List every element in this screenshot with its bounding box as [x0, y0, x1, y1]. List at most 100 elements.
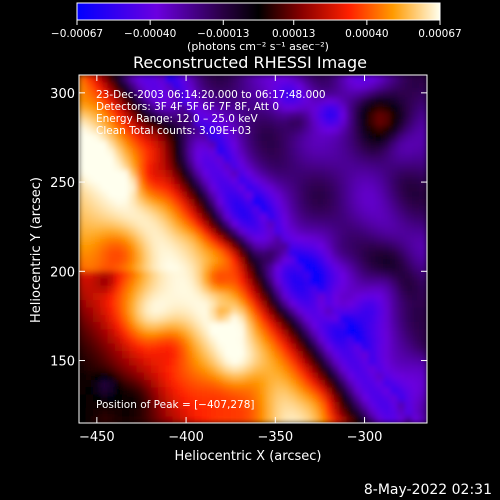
heatmap-cell — [419, 335, 427, 344]
heatmap-cell — [354, 248, 363, 257]
heatmap-cell — [93, 299, 102, 308]
heatmap-cell — [404, 197, 413, 206]
heatmap-cell — [216, 212, 225, 221]
heatmap-cell — [85, 400, 94, 409]
heatmap-cell — [252, 154, 261, 163]
heatmap-cell — [93, 313, 102, 322]
heatmap-cell — [143, 292, 152, 301]
heatmap-cell — [361, 364, 370, 373]
heatmap-cell — [354, 89, 363, 98]
heatmap-cell — [325, 328, 334, 337]
heatmap-cell — [252, 393, 261, 402]
heatmap-cell — [281, 364, 290, 373]
heatmap-cell — [114, 147, 123, 156]
heatmap-cell — [201, 96, 210, 105]
heatmap-cell — [412, 393, 421, 402]
heatmap-cell — [252, 132, 261, 141]
heatmap-cell — [230, 277, 239, 286]
heatmap-cell — [412, 248, 421, 257]
heatmap-cell — [288, 284, 297, 293]
heatmap-cell — [180, 371, 189, 380]
heatmap-cell — [252, 103, 261, 112]
heatmap-cell — [85, 197, 94, 206]
heatmap-cell — [187, 371, 196, 380]
heatmap-cell — [223, 364, 232, 373]
heatmap-cell — [143, 161, 152, 170]
heatmap-cell — [274, 96, 283, 105]
heatmap-cell — [354, 226, 363, 235]
heatmap-cell — [412, 350, 421, 359]
heatmap-cell — [129, 313, 138, 322]
heatmap-cell — [303, 393, 312, 402]
heatmap-cell — [412, 255, 421, 264]
heatmap-cell — [397, 255, 406, 264]
heatmap-cell — [397, 125, 406, 134]
heatmap-cell — [194, 241, 203, 250]
heatmap-cell — [419, 197, 427, 206]
heatmap-cell — [172, 190, 181, 199]
heatmap-cell — [317, 190, 326, 199]
heatmap-cell — [274, 328, 283, 337]
heatmap-cell — [303, 350, 312, 359]
heatmap-cell — [375, 226, 384, 235]
heatmap-cell — [143, 263, 152, 272]
heatmap-cell — [281, 263, 290, 272]
heatmap-cell — [230, 270, 239, 279]
heatmap-cell — [404, 89, 413, 98]
heatmap-cell — [223, 118, 232, 127]
heatmap-cell — [230, 350, 239, 359]
annotation-time-range: 23-Dec-2003 06:14:20.000 to 06:17:48.000 — [96, 89, 326, 101]
heatmap-cell — [107, 386, 116, 395]
heatmap-cell — [114, 277, 123, 286]
heatmap-cell — [129, 234, 138, 243]
heatmap-cell — [274, 321, 283, 330]
heatmap-cell — [303, 270, 312, 279]
heatmap-cell — [267, 190, 276, 199]
heatmap-cell — [158, 81, 167, 90]
heatmap-cell — [143, 89, 152, 98]
heatmap-cell — [143, 234, 152, 243]
heatmap-cell — [310, 132, 319, 141]
heatmap-cell — [100, 357, 109, 366]
heatmap-cell — [288, 205, 297, 214]
heatmap-cell — [245, 292, 254, 301]
heatmap-cell — [325, 241, 334, 250]
heatmap-cell — [390, 357, 399, 366]
heatmap-cell — [368, 96, 377, 105]
heatmap-cell — [281, 205, 290, 214]
heatmap-cell — [158, 197, 167, 206]
heatmap-cell — [238, 176, 247, 185]
heatmap-cell — [245, 183, 254, 192]
heatmap-cell — [310, 270, 319, 279]
heatmap-cell — [404, 306, 413, 315]
heatmap-cell — [230, 408, 239, 417]
heatmap-cell — [165, 400, 174, 409]
heatmap-cell — [252, 219, 261, 228]
heatmap-cell — [129, 103, 138, 112]
heatmap-cell — [296, 306, 305, 315]
heatmap-cell — [412, 342, 421, 351]
heatmap-cell — [310, 255, 319, 264]
heatmap-cell — [172, 147, 181, 156]
plot-frame — [78, 74, 428, 424]
heatmap-cell — [274, 219, 283, 228]
heatmap-cell — [158, 255, 167, 264]
heatmap-cell — [107, 147, 116, 156]
heatmap-cell — [180, 248, 189, 257]
heatmap-cell — [332, 270, 341, 279]
heatmap-cell — [245, 408, 254, 417]
heatmap-cell — [201, 299, 210, 308]
heatmap-cell — [180, 226, 189, 235]
heatmap-cell — [114, 313, 123, 322]
heatmap-cell — [375, 176, 384, 185]
heatmap-cell — [303, 277, 312, 286]
heatmap-cell — [180, 299, 189, 308]
heatmap-cell — [361, 154, 370, 163]
heatmap-cell — [172, 161, 181, 170]
heatmap-cell — [187, 335, 196, 344]
heatmap-cell — [136, 371, 145, 380]
heatmap-cell — [404, 161, 413, 170]
heatmap-cell — [122, 190, 131, 199]
heatmap-cell — [404, 386, 413, 395]
heatmap-cell — [354, 284, 363, 293]
